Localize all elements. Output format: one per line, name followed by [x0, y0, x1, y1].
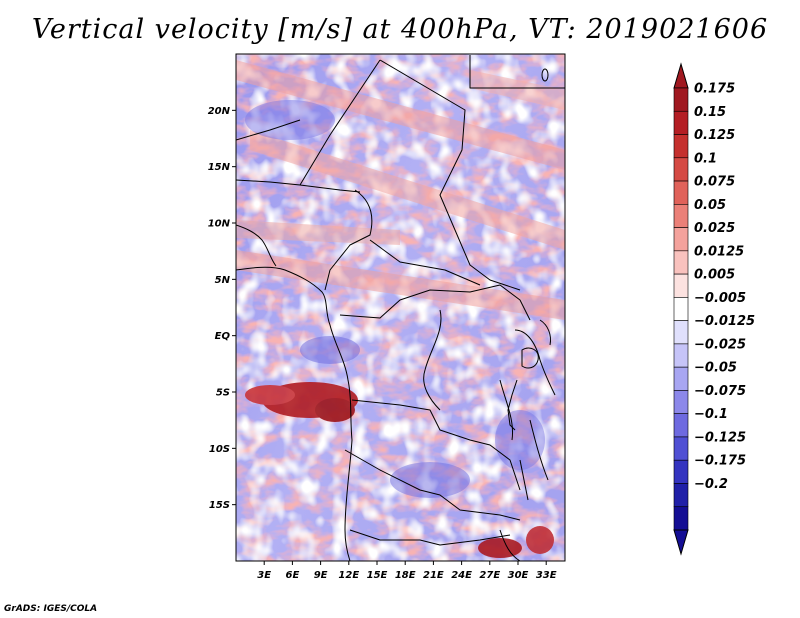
- velocity-field: [236, 54, 565, 561]
- colorbar-swatch: [673, 343, 689, 368]
- colorbar-label: −0.075: [694, 384, 746, 399]
- colorbar-label: −0.125: [694, 430, 746, 445]
- colorbar-label: −0.2: [694, 477, 728, 492]
- colorbar-label: 0.15: [694, 105, 726, 120]
- colorbar-swatch: [673, 320, 689, 345]
- colorbar: 0.175 0.15 0.125 0.1 0.075 0.05 0.025 0.0125 0.0…: [673, 62, 755, 556]
- colorbar-swatch: [673, 436, 689, 461]
- colorbar-swatch: [673, 250, 689, 275]
- lat-tick-label: 15S: [209, 500, 230, 511]
- colorbar-swatch: [673, 134, 689, 159]
- grads-credit: GrADS: IGES/COLA: [4, 604, 98, 614]
- lon-tick-label: 33E: [536, 570, 557, 581]
- lon-tick-label: 15E: [367, 570, 388, 581]
- colorbar-swatch: [673, 459, 689, 484]
- lat-tick-label: 5S: [216, 388, 230, 399]
- colorbar-label: 0.1: [694, 151, 717, 166]
- map-frame: [235, 53, 566, 562]
- colorbar-label: 0.005: [694, 268, 735, 283]
- colorbar-swatch: [673, 390, 689, 414]
- colorbar-swatch: [673, 273, 689, 298]
- lon-tick-label: 30E: [508, 570, 529, 581]
- lon-tick-label: 12E: [338, 570, 359, 581]
- colorbar-swatch: [673, 297, 689, 321]
- lat-tick-label: 5N: [215, 275, 231, 286]
- colorbar-swatch: [673, 180, 689, 205]
- colorbar-swatch: [673, 204, 689, 228]
- colorbar-label: −0.175: [694, 454, 746, 469]
- colorbar-swatch: [673, 413, 689, 438]
- colorbar-swatch: [673, 157, 689, 182]
- colorbar-swatch: [673, 227, 689, 252]
- colorbar-label: −0.005: [694, 291, 746, 306]
- lakes: [507, 68, 549, 501]
- country-borders: [236, 55, 565, 561]
- lat-tick-label: 10S: [209, 444, 230, 455]
- colorbar-label: −0.0125: [694, 314, 755, 329]
- longitude-axis: 3E 6E 9E 12E 15E 18E 21E 24E 27E 30E 33E: [257, 561, 557, 581]
- colorbar-label: 0.025: [694, 221, 735, 236]
- lon-tick-label: 3E: [257, 570, 271, 581]
- colorbar-label: 0.05: [694, 198, 726, 213]
- colorbar-label: −0.1: [694, 407, 728, 422]
- lon-tick-label: 6E: [286, 570, 300, 581]
- colorbar-label: 0.075: [694, 175, 735, 190]
- lat-tick-label: 20N: [208, 106, 231, 117]
- lon-tick-label: 18E: [395, 570, 416, 581]
- colorbar-label: 0.0125: [694, 244, 744, 259]
- latitude-axis: 20N 15N 10N 5N EQ 5S 10S 15S: [208, 106, 236, 511]
- colorbar-label: −0.05: [694, 361, 737, 376]
- map-title: Vertical velocity [m/s] at 400hPa, VT: 2…: [31, 14, 769, 45]
- colorbar-top-arrow: [673, 62, 689, 89]
- colorbar-bottom-arrow: [673, 529, 689, 556]
- colorbar-swatch: [673, 506, 689, 531]
- lon-tick-label: 21E: [423, 570, 444, 581]
- lon-tick-label: 27E: [479, 570, 500, 581]
- colorbar-swatch: [673, 87, 689, 112]
- colorbar-swatch: [673, 483, 689, 508]
- colorbar-swatch: [673, 366, 689, 391]
- lat-tick-label: 10N: [208, 219, 231, 230]
- lon-tick-label: 9E: [314, 570, 328, 581]
- colorbar-swatch: [673, 110, 689, 135]
- colorbar-label: 0.175: [694, 82, 735, 97]
- colorbar-label: 0.125: [694, 128, 735, 143]
- colorbar-label: −0.025: [694, 337, 746, 352]
- lon-tick-label: 24E: [451, 570, 472, 581]
- lat-tick-label: EQ: [215, 331, 231, 342]
- lat-tick-label: 15N: [208, 162, 231, 173]
